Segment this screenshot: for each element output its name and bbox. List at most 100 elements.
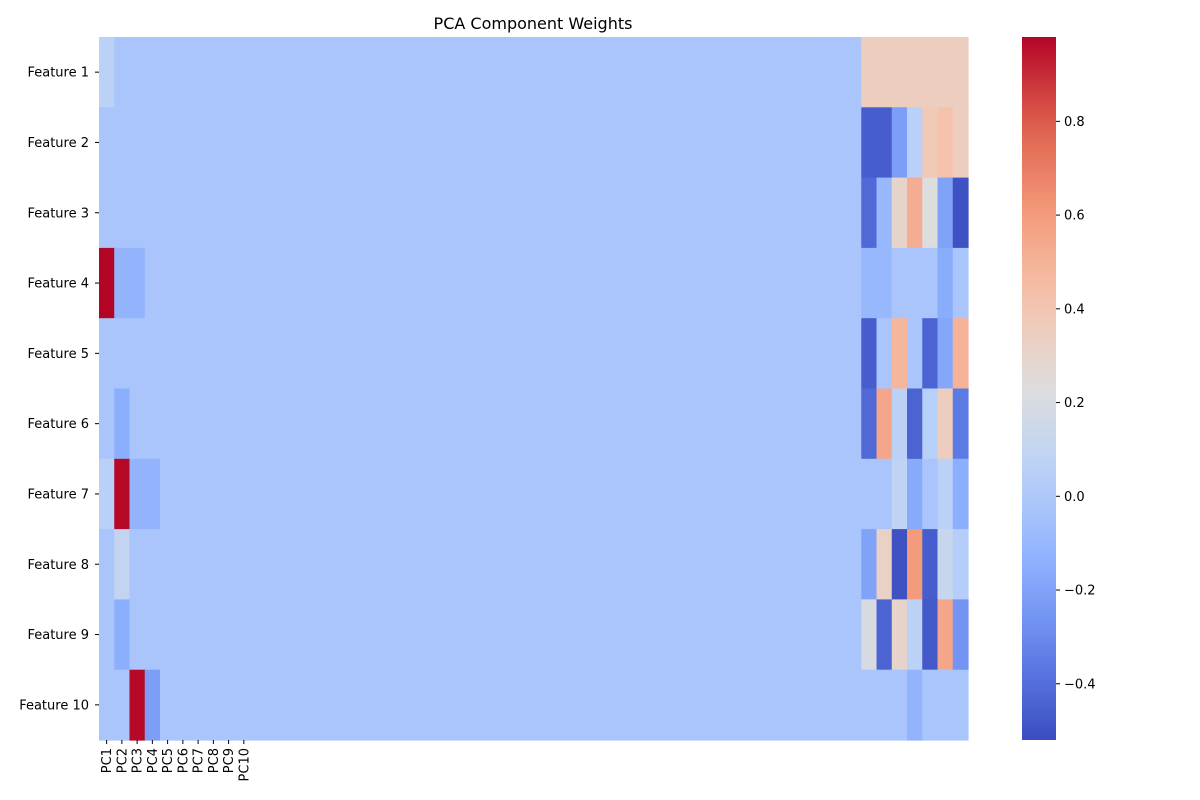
heatmap-cell	[754, 458, 771, 530]
heatmap-cell	[617, 529, 634, 600]
heatmap-cell	[236, 177, 253, 249]
heatmap-cell	[815, 318, 832, 390]
heatmap-cell	[99, 247, 115, 319]
heatmap-cell	[907, 37, 923, 108]
heatmap-cell	[403, 107, 420, 179]
heatmap-cell	[190, 388, 207, 460]
heatmap-cell	[205, 529, 222, 600]
heatmap-cell	[419, 247, 436, 319]
heatmap-cell	[693, 177, 710, 249]
heatmap-cell	[510, 177, 527, 249]
heatmap-cell	[281, 388, 298, 460]
heatmap-cell	[251, 458, 268, 530]
heatmap-cell	[891, 529, 908, 600]
heatmap-cell	[403, 37, 420, 108]
heatmap-cell	[922, 669, 939, 741]
heatmap-cell	[144, 247, 161, 319]
heatmap-cell	[403, 458, 420, 530]
heatmap-cell	[708, 177, 725, 249]
heatmap-cell	[159, 318, 176, 390]
heatmap-cell	[693, 247, 710, 319]
heatmap-cell	[297, 177, 314, 249]
heatmap-cell	[327, 599, 344, 671]
heatmap-cell	[220, 37, 237, 108]
heatmap-cell	[297, 599, 314, 671]
heatmap-cell	[663, 107, 679, 179]
heatmap-cell	[739, 458, 756, 530]
heatmap-cell	[647, 37, 664, 108]
heatmap-cell	[358, 599, 375, 671]
heatmap-cell	[144, 37, 161, 108]
heatmap-cell	[602, 529, 618, 600]
heatmap-cell	[541, 107, 557, 179]
heatmap-cell	[495, 388, 512, 460]
heatmap-cell	[617, 107, 634, 179]
heatmap-cell	[602, 669, 618, 741]
colorbar-tick-label: 0.8	[1064, 115, 1085, 130]
heatmap-cell	[556, 247, 573, 319]
heatmap-cell	[114, 247, 131, 319]
heatmap-cell	[602, 37, 618, 108]
row-label: Feature 10	[19, 698, 89, 713]
heatmap-cell	[510, 107, 527, 179]
heatmap-cell	[434, 177, 451, 249]
heatmap-cell	[449, 107, 466, 179]
heatmap-cell	[419, 529, 436, 600]
heatmap-cell	[464, 177, 481, 249]
heatmap-cell	[129, 177, 146, 249]
heatmap-cell	[175, 669, 192, 741]
heatmap-cell	[510, 599, 527, 671]
heatmap-cell	[891, 37, 908, 108]
heatmap-cell	[541, 669, 557, 741]
heatmap-cell	[434, 247, 451, 319]
heatmap-cell	[464, 318, 481, 390]
heatmap-cell	[449, 529, 466, 600]
heatmap-cell	[144, 107, 161, 179]
heatmap-cell	[739, 247, 756, 319]
heatmap-cells	[99, 37, 969, 741]
heatmap-cell	[159, 458, 176, 530]
heatmap-cell	[342, 669, 359, 741]
heatmap-cell	[114, 669, 131, 741]
heatmap-cell	[647, 669, 664, 741]
heatmap-cell	[800, 388, 817, 460]
heatmap-cell	[297, 529, 314, 600]
heatmap-cell	[480, 388, 496, 460]
heatmap-cell	[175, 529, 192, 600]
heatmap-cell	[449, 318, 466, 390]
heatmap-cell	[693, 599, 710, 671]
heatmap-cell	[342, 177, 359, 249]
heatmap-cell	[525, 599, 542, 671]
heatmap-cell	[922, 458, 939, 530]
heatmap-cell	[693, 318, 710, 390]
heatmap-cell	[602, 599, 618, 671]
heatmap-cell	[312, 529, 329, 600]
heatmap-cell	[556, 318, 573, 390]
heatmap-cell	[724, 247, 740, 319]
heatmap-cell	[571, 458, 588, 530]
heatmap-cell	[647, 177, 664, 249]
heatmap-cell	[785, 529, 801, 600]
heatmap-cell	[815, 599, 832, 671]
heatmap-cell	[449, 599, 466, 671]
chart-title: PCA Component Weights	[434, 14, 633, 33]
heatmap-cell	[297, 388, 314, 460]
heatmap-cell	[571, 318, 588, 390]
heatmap-cell	[724, 669, 740, 741]
heatmap-cell	[403, 388, 420, 460]
heatmap-cell	[663, 388, 679, 460]
heatmap-cell	[144, 458, 161, 530]
heatmap-cell	[617, 247, 634, 319]
heatmap-cell	[144, 318, 161, 390]
heatmap-cell	[708, 318, 725, 390]
heatmap-cell	[617, 458, 634, 530]
heatmap-cell	[556, 599, 573, 671]
heatmap-cell	[236, 529, 253, 600]
heatmap-cell	[678, 458, 695, 530]
heatmap-cell	[510, 669, 527, 741]
heatmap-cell	[480, 458, 496, 530]
heatmap-cell	[708, 37, 725, 108]
heatmap-cell	[251, 529, 268, 600]
heatmap-cell	[830, 37, 847, 108]
heatmap-cell	[922, 247, 939, 319]
